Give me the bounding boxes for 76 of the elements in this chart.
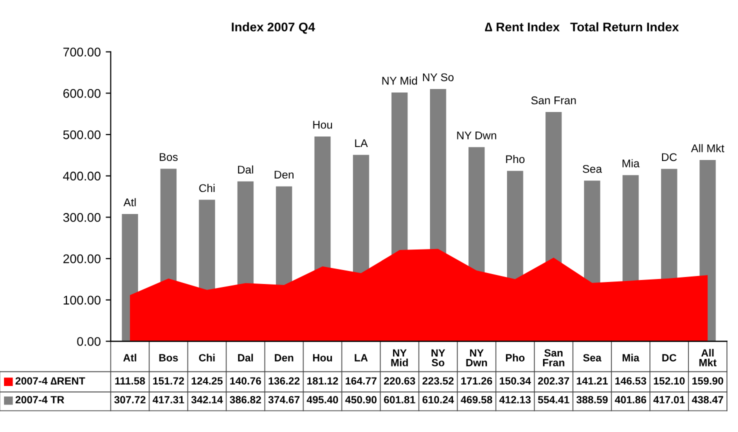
chart-title: Index 2007 Q4 [232,22,316,34]
data-label: 412.13 [499,396,531,404]
data-label: 150.34 [500,377,531,385]
data-label: 146.53 [615,377,646,385]
text: ∆ Rent Index Total Return Index [484,22,679,32]
annotation: Sea [582,164,602,173]
data-label: 159.90 [692,377,724,385]
data-label: 386.82 [230,396,262,404]
x-tick-label: NY So [432,349,446,366]
x-tick-label: LA [354,354,368,362]
x-tick-label: DC [662,354,676,362]
annotation: DC [662,153,677,162]
data-label: 417.01 [653,396,685,404]
x-tick-label: NY Dwn [466,349,487,366]
y-tick-label: 400.00 [63,172,100,181]
data-label: 388.59 [576,396,608,404]
annotation: NY Mid [382,76,417,85]
data-label: 401.86 [614,396,646,404]
annotation: Dal [238,165,254,174]
data-label: 450.90 [345,396,377,404]
data-label: 610.24 [422,396,454,404]
y-tick-label: 700.00 [63,48,100,56]
annotation: Den [274,170,294,179]
x-tick-label: Atl [123,354,136,362]
data-label: 136.22 [268,377,300,385]
annotation: All Mkt [691,144,724,152]
data-label: 469.58 [460,396,492,404]
data-label: 220.63 [384,377,416,385]
annotation: Bos [160,153,178,161]
annotation: Pho [506,154,525,164]
x-tick-label: Dal [238,354,253,362]
data-label: 307.72 [114,396,146,404]
y-tick-label: 0.00 [77,337,100,346]
data-label: 181.12 [307,377,338,385]
data-label: 111.58 [115,377,145,385]
data-label: 554.41 [538,396,570,404]
data-label: 140.76 [230,377,262,385]
x-tick-label: Den [274,354,294,362]
data-label: 151.72 [153,377,184,385]
x-tick-label: Chi [199,354,215,362]
annotation: NY Dwn [457,132,496,140]
annotation: NY So [423,73,454,82]
annotation: LA [355,139,368,147]
y-tick-label: 300.00 [63,213,100,222]
annotation: Hou [313,120,332,129]
data-label: 124.25 [192,377,223,385]
x-tick-label: Bos [159,354,178,362]
y-tick-label: 100.00 [64,296,100,305]
data-label: 202.37 [538,377,570,385]
legend-label: 2007-4 ∆RENT [16,377,86,385]
data-label: 601.81 [384,396,416,404]
data-label: 223.52 [422,377,454,385]
x-tick-label: All Mkt [699,348,717,366]
annotation: Mia [622,159,640,168]
data-label: 374.67 [268,396,300,404]
data-label: 495.40 [306,396,338,404]
x-tick-label: Pho [506,354,525,362]
x-tick-label: Mia [622,354,640,362]
annotation: San Fran [531,96,576,104]
y-tick-label: 600.00 [63,88,100,98]
x-tick-label: NY Mid [391,349,408,366]
data-label: 342.14 [191,396,223,404]
y-tick-label: 500.00 [63,130,100,140]
annotation: Chi [199,184,215,192]
x-tick-label: Sea [583,354,602,362]
x-tick-label: Hou [313,354,332,362]
data-label: 164.77 [346,377,377,385]
data-label: 141.21 [576,377,608,384]
data-label: 438.47 [692,396,724,404]
data-label: 171.26 [461,377,492,385]
data-label: 417.31 [152,396,184,404]
legend-label: 2007-4 TR [16,396,64,404]
data-label: 152.10 [654,377,685,385]
y-tick-label: 200.00 [63,254,100,264]
x-tick-label: San Fran [543,349,564,366]
annotation: Atl [123,198,136,206]
